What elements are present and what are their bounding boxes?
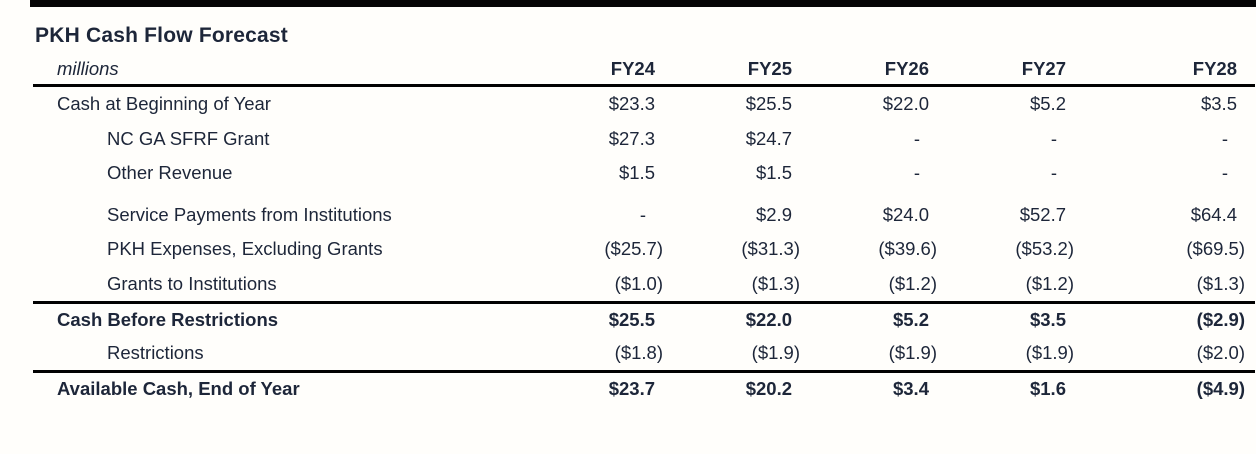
row-label: Cash at Beginning of Year — [57, 93, 271, 115]
value-cell: - — [1221, 162, 1228, 184]
value-cell: $1.6 — [1029, 377, 1066, 399]
value-cell: $2.9 — [755, 203, 792, 225]
value-cell: $3.4 — [892, 377, 929, 399]
column-header-fy24: FY24 — [610, 57, 655, 79]
value-cell: ($53.2) — [1015, 238, 1074, 260]
row-label: Cash Before Restrictions — [57, 308, 279, 330]
row-label: Other Revenue — [107, 162, 233, 184]
value-cell: ($1.8) — [614, 341, 663, 363]
value-cell: - — [913, 162, 920, 184]
table-title: PKH Cash Flow Forecast — [35, 24, 288, 47]
value-cell: $1.5 — [618, 162, 655, 184]
row-label: PKH Expenses, Excluding Grants — [107, 238, 383, 260]
value-cell: $3.5 — [1029, 308, 1066, 330]
value-cell: $3.5 — [1200, 93, 1237, 115]
table-row: Grants to Institutions ($1.0) ($1.3) ($1.2)… — [33, 267, 1255, 302]
value-cell: $22.0 — [745, 308, 792, 330]
value-cell: ($1.2) — [888, 272, 937, 294]
value-cell: ($2.0) — [1196, 341, 1245, 363]
value-cell: ($1.0) — [614, 272, 663, 294]
value-cell: $24.7 — [745, 127, 792, 149]
table-row: Service Payments from Institutions - $2.9 $… — [33, 198, 1255, 233]
value-cell: $24.0 — [882, 203, 929, 225]
value-cell: ($1.3) — [1196, 272, 1245, 294]
value-cell: ($1.9) — [1025, 341, 1074, 363]
value-cell: $25.5 — [745, 93, 792, 115]
table-row: Available Cash, End of Year $23.7 $20.2 $3.… — [33, 370, 1255, 405]
row-label: Service Payments from Institutions — [107, 203, 392, 225]
value-cell: $23.7 — [608, 377, 655, 399]
table-row: Other Revenue $1.5 $1.5 - - - — [33, 156, 1255, 191]
table-row: Cash at Beginning of Year $23.3 $25.5 $22.0… — [33, 87, 1255, 122]
value-cell: $5.2 — [892, 308, 929, 330]
value-cell: $27.3 — [608, 127, 655, 149]
value-cell: ($1.3) — [751, 272, 800, 294]
header-row: millions FY24 FY25 FY26 FY27 FY28 — [33, 53, 1255, 87]
value-cell: ($31.3) — [741, 238, 800, 260]
value-cell: ($69.5) — [1186, 238, 1245, 260]
table-row: PKH Expenses, Excluding Grants ($25.7) ($3… — [33, 232, 1255, 267]
value-cell: - — [1221, 127, 1228, 149]
value-cell: - — [1050, 127, 1057, 149]
value-cell: $1.5 — [755, 162, 792, 184]
value-cell: ($2.9) — [1196, 308, 1245, 330]
value-cell: - — [639, 203, 646, 225]
value-cell: ($1.9) — [888, 341, 937, 363]
row-label: Restrictions — [107, 341, 204, 363]
row-label: NC GA SFRF Grant — [107, 127, 270, 149]
value-cell: $22.0 — [882, 93, 929, 115]
table-body: Cash at Beginning of Year $23.3 $25.5 $22.0… — [33, 87, 1255, 405]
column-header-fy26: FY26 — [884, 57, 929, 79]
unit-label: millions — [57, 57, 119, 79]
value-cell: $5.2 — [1029, 93, 1066, 115]
value-cell: ($25.7) — [604, 238, 663, 260]
value-cell: ($1.9) — [751, 341, 800, 363]
value-cell: - — [913, 127, 920, 149]
value-cell: $64.4 — [1190, 203, 1237, 225]
value-cell: $52.7 — [1019, 203, 1066, 225]
value-cell: ($1.2) — [1025, 272, 1074, 294]
column-header-fy28: FY28 — [1192, 57, 1237, 79]
value-cell: $23.3 — [608, 93, 655, 115]
row-label: Grants to Institutions — [107, 272, 277, 294]
cash-flow-table: millions FY24 FY25 FY26 FY27 FY28 Cash a… — [33, 53, 1255, 405]
column-header-fy27: FY27 — [1021, 57, 1066, 79]
value-cell: $20.2 — [745, 377, 792, 399]
value-cell: ($39.6) — [878, 238, 937, 260]
table-row: Restrictions ($1.8) ($1.9) ($1.9) ($1.9) ($2.… — [33, 336, 1255, 371]
value-cell: $25.5 — [608, 308, 655, 330]
top-border-bar — [30, 0, 1256, 7]
column-header-fy25: FY25 — [747, 57, 792, 79]
table-row: NC GA SFRF Grant $27.3 $24.7 - - - — [33, 122, 1255, 157]
value-cell: ($4.9) — [1196, 377, 1245, 399]
row-label: Available Cash, End of Year — [57, 377, 300, 399]
table-row: Cash Before Restrictions $25.5 $22.0 $5.2 $3… — [33, 301, 1255, 336]
value-cell: - — [1050, 162, 1057, 184]
